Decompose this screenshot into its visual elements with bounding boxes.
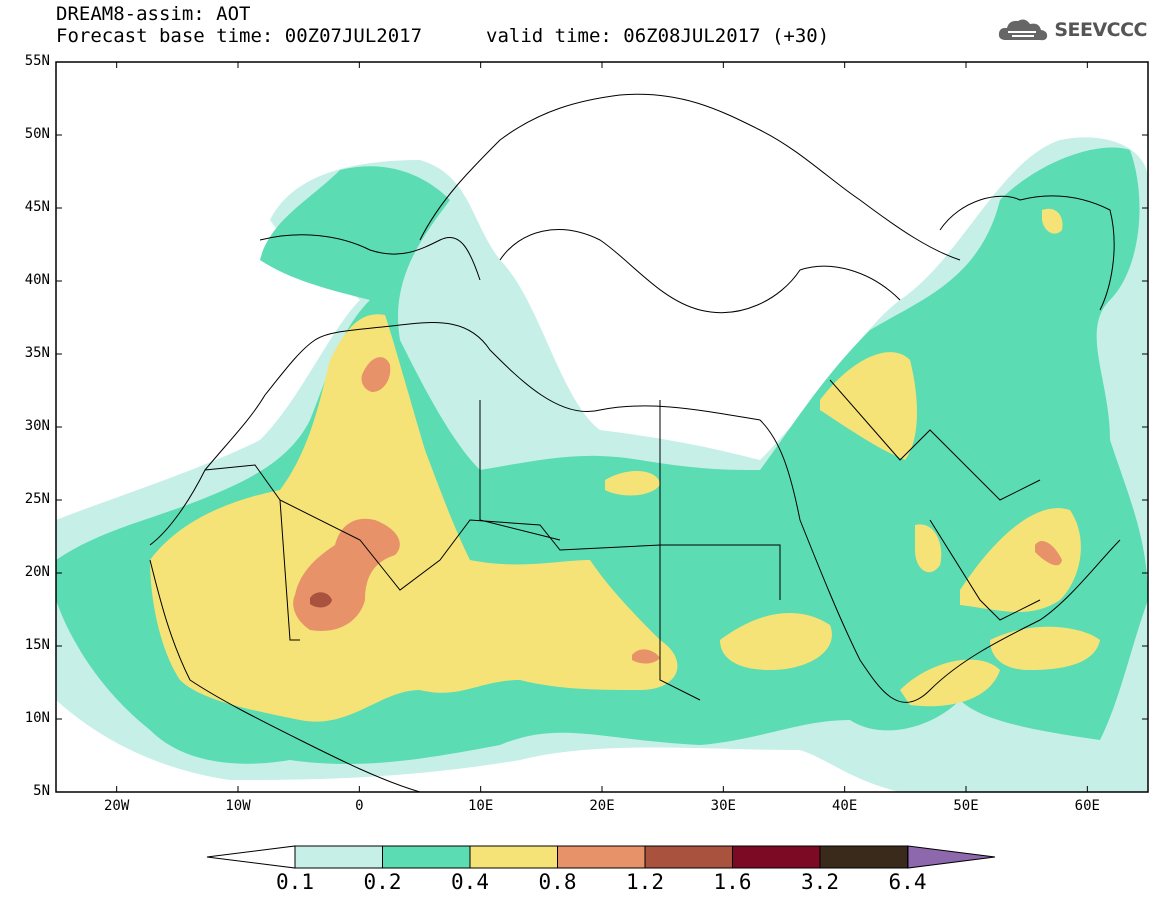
aot-field-0.4 <box>820 352 917 460</box>
lat-label: 50N <box>24 126 50 142</box>
colorbar <box>206 845 996 869</box>
aot-field-0.8 <box>1035 540 1062 566</box>
lat-label: 35N <box>24 345 50 361</box>
lat-label: 20N <box>24 564 50 580</box>
colorbar-swatch <box>644 845 733 869</box>
colorbar-label: 3.2 <box>801 870 839 894</box>
lon-label: 10E <box>468 798 494 814</box>
lat-label: 55N <box>24 53 50 69</box>
valid-time: valid time: 06Z08JUL2017 (+30) <box>486 25 830 47</box>
lat-label: 30N <box>24 418 50 434</box>
aot-field-0.4 <box>990 626 1100 670</box>
aot-field-0.4 <box>605 470 660 496</box>
colorbar-label: 0.8 <box>538 870 577 894</box>
colorbar-swatch <box>382 845 471 869</box>
aot-field-0.8 <box>632 649 660 664</box>
colorbar-label: 6.4 <box>888 870 927 894</box>
aot-field-0.4 <box>150 314 678 722</box>
lon-label: 60E <box>1074 798 1100 814</box>
aot-field-0.4 <box>1042 208 1063 234</box>
colorbar-label: 1.6 <box>713 870 752 894</box>
lon-label: 0 <box>355 798 364 814</box>
cloud-icon <box>999 19 1048 41</box>
lon-label: 30E <box>710 798 736 814</box>
lat-label: 25N <box>24 491 50 507</box>
colorbar-swatch <box>469 845 558 869</box>
colorbar-label: 0.1 <box>276 870 314 894</box>
colorbar-label: 0.2 <box>363 870 402 894</box>
aot-field-1.2 <box>310 592 332 608</box>
brand-name: SEEVCCC <box>1054 19 1147 41</box>
lat-label: 40N <box>24 272 50 288</box>
lat-label: 5N <box>33 783 50 799</box>
aot-field-0.4 <box>960 508 1081 612</box>
forecast-base-time: Forecast base time: 00Z07JUL2017 <box>56 25 423 47</box>
colorbar-left-arrow <box>206 845 296 869</box>
lon-label: 10W <box>225 798 251 814</box>
aot-field-0.4 <box>915 524 942 573</box>
lon-label: 50E <box>953 798 979 814</box>
aot-field-0.8 <box>361 357 391 392</box>
lon-label: 40E <box>832 798 858 814</box>
colorbar-label: 0.4 <box>451 870 489 894</box>
lat-label: 15N <box>24 637 50 653</box>
lon-label: 20E <box>589 798 615 814</box>
aot-field-0.4 <box>720 613 832 670</box>
lon-label: 20W <box>104 798 130 814</box>
lat-label: 45N <box>24 199 50 215</box>
colorbar-label: 1.2 <box>626 870 664 894</box>
colorbar-swatch <box>294 845 383 869</box>
colorbar-swatch <box>557 845 646 869</box>
map-title: DREAM8-assim: AOT <box>56 3 251 25</box>
brand-logo: SEEVCCC <box>996 16 1147 44</box>
colorbar-right-arrow <box>907 845 996 869</box>
colorbar-swatch <box>732 845 821 869</box>
colorbar-swatch <box>819 845 908 869</box>
lat-label: 10N <box>24 710 50 726</box>
